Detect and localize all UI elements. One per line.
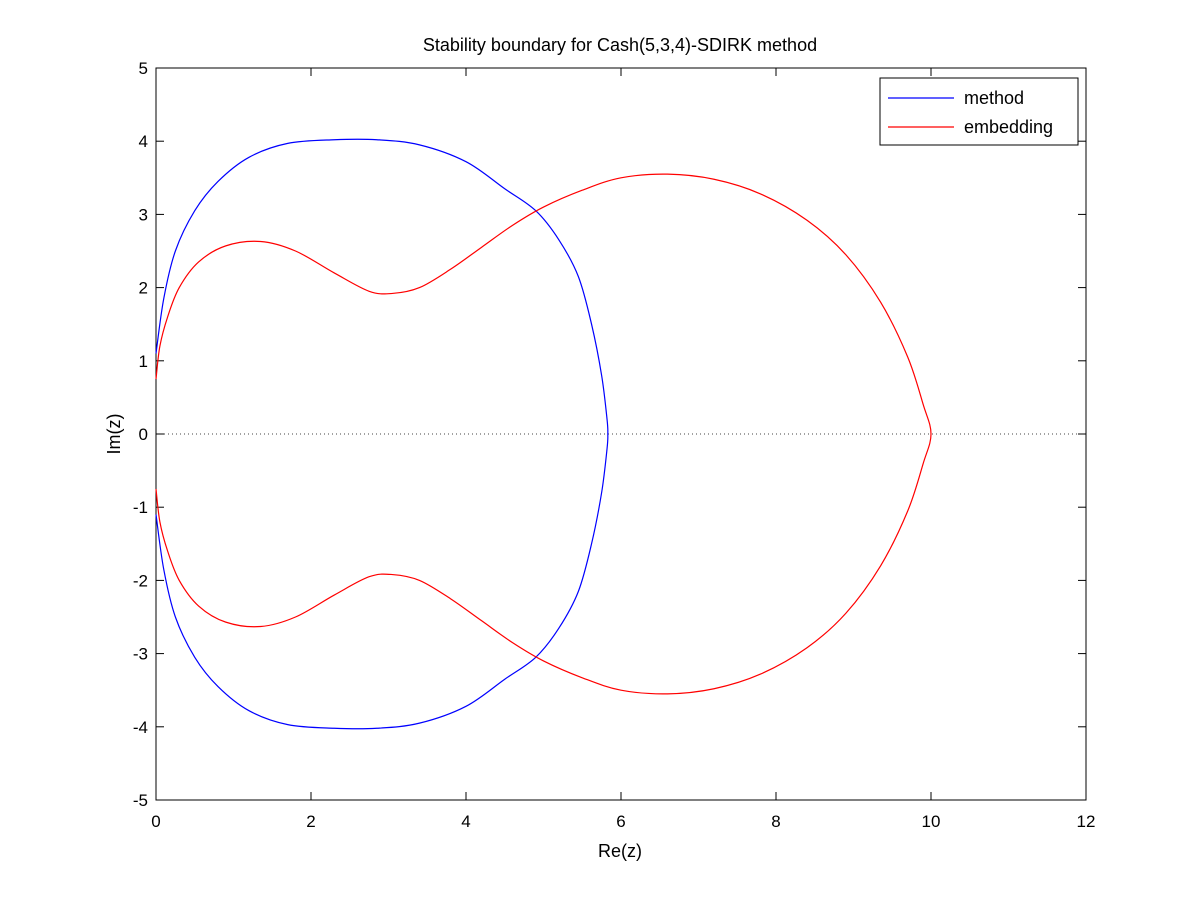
y-tick-label: 2	[139, 279, 148, 298]
y-tick-label: -5	[133, 791, 148, 810]
y-axis-label: Im(z)	[104, 414, 124, 455]
x-tick-label: 6	[616, 812, 625, 831]
x-tick-label: 2	[306, 812, 315, 831]
y-tick-label: 5	[139, 59, 148, 78]
x-tick-label: 0	[151, 812, 160, 831]
y-tick-label: -3	[133, 645, 148, 664]
y-tick-label: -1	[133, 498, 148, 517]
x-axis-label: Re(z)	[598, 841, 642, 861]
legend-label-embedding: embedding	[964, 117, 1053, 137]
y-tick-label: 0	[139, 425, 148, 444]
series-line-method	[155, 138, 609, 730]
legend-box	[879, 77, 1079, 146]
chart-title: Stability boundary for Cash(5,3,4)-SDIRK…	[423, 35, 817, 55]
y-tick-label: 3	[139, 205, 148, 224]
y-tick-label: 4	[139, 132, 148, 151]
y-tick-label: -4	[133, 718, 148, 737]
y-tick-label: -2	[133, 571, 148, 590]
y-tick-label: 1	[139, 352, 148, 371]
x-tick-label: 10	[922, 812, 941, 831]
x-tick-label: 8	[771, 812, 780, 831]
legend-label-method: method	[964, 88, 1024, 108]
x-tick-label: 12	[1077, 812, 1096, 831]
x-tick-label: 4	[461, 812, 470, 831]
series-line-embedding	[155, 173, 932, 695]
